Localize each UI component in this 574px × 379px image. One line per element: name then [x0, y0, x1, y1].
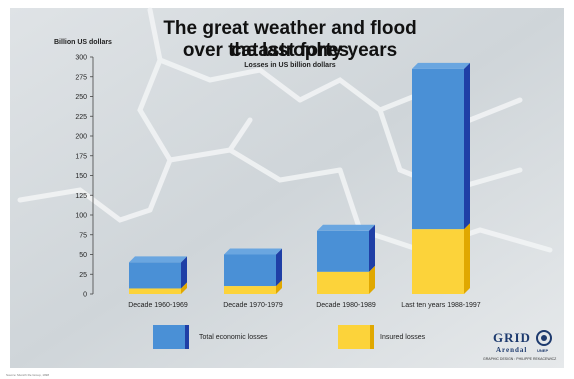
y-tick-label: 0: [83, 292, 87, 299]
design-credit: GRAPHIC DESIGN : PHILIPPE REKACEWICZ: [483, 357, 557, 361]
bar-insured-losses-side: [276, 280, 282, 294]
unep-logo-icon: [536, 330, 552, 346]
bar-insured-losses: [129, 288, 181, 294]
y-tick-label: 25: [79, 272, 87, 279]
y-tick-label: 150: [75, 173, 87, 180]
bar-total-losses: [317, 230, 369, 272]
y-tick-label: 225: [75, 114, 87, 121]
legend: [153, 325, 374, 349]
bar-total-losses-top: [224, 248, 282, 255]
bar-insured-losses: [224, 286, 276, 294]
chart-subtitle: Losses in US billion dollars: [244, 62, 336, 69]
unep-logo-text: UNEP: [537, 348, 549, 353]
x-tick-label: Decade 1980-1989: [316, 302, 376, 309]
legend-swatch-total-side: [185, 325, 189, 349]
arendal-logo-text: Arendal: [496, 346, 528, 354]
x-tick-label: Last ten years 1988-1997: [401, 302, 480, 309]
chart-title-line2: over the last forty years: [182, 40, 398, 61]
x-tick-labels: Decade 1960-1969 Decade 1970-1979 Decade 1…: [128, 302, 481, 309]
bar-insured-losses-side: [181, 282, 187, 294]
bar-total-losses: [129, 262, 181, 289]
bar-insured-losses: [317, 271, 369, 294]
bar-insured-losses-side: [369, 265, 375, 294]
chart-title: The great weather and flood catastrophes: [163, 18, 417, 61]
y-tick-label: 50: [79, 252, 87, 259]
y-tick-label: 75: [79, 232, 87, 239]
bar-total-losses: [412, 68, 464, 230]
legend-swatch-insured: [338, 325, 370, 349]
x-tick-label: Decade 1970-1979: [223, 302, 283, 309]
y-tick-label: 175: [75, 153, 87, 160]
bar-total-losses-top: [129, 256, 187, 263]
bar-total-losses-top: [412, 62, 470, 69]
bar-total-losses-side: [276, 248, 282, 287]
y-tick-label: 275: [75, 74, 87, 81]
bar-total-losses-top: [317, 224, 375, 231]
x-tick-label: Decade 1960-1969: [128, 302, 188, 309]
bar-total-losses-side: [464, 62, 470, 230]
bar-insured-losses: [412, 229, 464, 294]
chart-background: [10, 8, 564, 368]
bars-layer: [129, 62, 470, 294]
legend-label-insured: Insured losses: [380, 334, 426, 341]
legend-swatch-insured-side: [370, 325, 374, 349]
bar-total-losses-side: [369, 224, 375, 272]
legend-label-total: Total economic losses: [199, 334, 268, 341]
source-note: Source: Munich Re Group, 1998: [6, 373, 50, 377]
y-tick-label: 300: [75, 55, 87, 62]
bar-total-losses-side: [181, 256, 187, 289]
grid-logo: GRID: [493, 330, 531, 345]
legend-swatch-total: [153, 325, 185, 349]
y-axis: 0 25 50 75 100 125 150 175 200 225 250 275 300: [75, 55, 94, 299]
y-tick-label: 100: [75, 213, 87, 220]
y-tick-label: 200: [75, 134, 87, 141]
y-tick-label: 250: [75, 94, 87, 101]
bar-total-losses: [224, 254, 276, 287]
bar-insured-losses-side: [464, 223, 470, 294]
y-axis-label: Billion US dollars: [54, 39, 112, 46]
y-tick-label: 125: [75, 193, 87, 200]
